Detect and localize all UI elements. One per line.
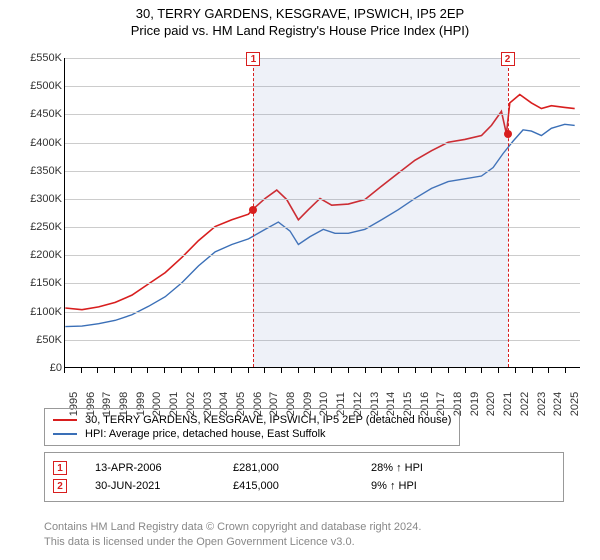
x-tick	[264, 368, 265, 373]
x-axis-label: 2020	[485, 392, 497, 416]
x-axis-label: 2023	[536, 392, 548, 416]
x-tick	[548, 368, 549, 373]
y-axis-label: £0	[12, 362, 62, 374]
x-tick	[64, 368, 65, 373]
x-tick	[532, 368, 533, 373]
x-tick	[431, 368, 432, 373]
x-axis-label: 2025	[569, 392, 581, 416]
legend-label: 30, TERRY GARDENS, KESGRAVE, IPSWICH, IP…	[85, 414, 451, 426]
event-delta: 28% ↑ HPI	[371, 462, 481, 474]
x-tick	[314, 368, 315, 373]
y-axis-label: £500K	[12, 80, 62, 92]
event-delta: 9% ↑ HPI	[371, 480, 481, 492]
x-tick	[248, 368, 249, 373]
x-tick	[147, 368, 148, 373]
x-tick	[381, 368, 382, 373]
legend-event-row: 1 13-APR-2006 £281,000 28% ↑ HPI	[53, 459, 555, 477]
event-date: 13-APR-2006	[95, 462, 205, 474]
x-tick	[498, 368, 499, 373]
x-axis-label: 2019	[469, 392, 481, 416]
x-tick	[415, 368, 416, 373]
legend-events: 1 13-APR-2006 £281,000 28% ↑ HPI 2 30-JU…	[44, 452, 564, 502]
event-marker-box: 1	[246, 52, 260, 66]
footer-text: Contains HM Land Registry data © Crown c…	[44, 520, 421, 550]
plot-area: 12	[64, 58, 580, 368]
legend-label: HPI: Average price, detached house, East…	[85, 428, 326, 440]
event-price: £281,000	[233, 462, 343, 474]
event-dot	[504, 130, 512, 138]
event-vline	[508, 58, 509, 367]
x-tick	[348, 368, 349, 373]
x-tick	[114, 368, 115, 373]
chart-container: 30, TERRY GARDENS, KESGRAVE, IPSWICH, IP…	[0, 0, 600, 560]
y-axis-label: £550K	[12, 52, 62, 64]
shaded-period	[253, 58, 507, 367]
chart-area: 12 £0£50K£100K£150K£200K£250K£300K£350K£…	[10, 50, 590, 400]
legend-series: 30, TERRY GARDENS, KESGRAVE, IPSWICH, IP…	[44, 408, 460, 446]
x-tick	[298, 368, 299, 373]
x-tick	[281, 368, 282, 373]
legend-row: 30, TERRY GARDENS, KESGRAVE, IPSWICH, IP…	[53, 413, 451, 427]
y-axis-label: £200K	[12, 249, 62, 261]
x-tick	[214, 368, 215, 373]
x-tick	[565, 368, 566, 373]
y-axis-label: £250K	[12, 221, 62, 233]
x-axis-label: 2021	[502, 392, 514, 416]
x-tick	[481, 368, 482, 373]
x-tick	[331, 368, 332, 373]
x-tick	[81, 368, 82, 373]
x-tick	[465, 368, 466, 373]
legend-swatch	[53, 419, 77, 421]
y-axis-label: £100K	[12, 306, 62, 318]
event-marker-icon: 1	[53, 461, 67, 475]
event-dot	[249, 206, 257, 214]
x-tick	[398, 368, 399, 373]
legend-row: HPI: Average price, detached house, East…	[53, 427, 451, 441]
y-axis-label: £150K	[12, 277, 62, 289]
x-axis-label: 2024	[552, 392, 564, 416]
event-marker-box: 2	[501, 52, 515, 66]
legend-swatch	[53, 433, 77, 435]
x-tick	[515, 368, 516, 373]
x-tick	[131, 368, 132, 373]
x-tick	[164, 368, 165, 373]
x-tick	[97, 368, 98, 373]
legend-event-row: 2 30-JUN-2021 £415,000 9% ↑ HPI	[53, 477, 555, 495]
footer-line: This data is licensed under the Open Gov…	[44, 535, 421, 550]
x-axis-label: 2022	[519, 392, 531, 416]
y-axis-label: £450K	[12, 108, 62, 120]
y-axis-label: £350K	[12, 165, 62, 177]
event-date: 30-JUN-2021	[95, 480, 205, 492]
x-tick	[181, 368, 182, 373]
x-tick	[448, 368, 449, 373]
title-sub: Price paid vs. HM Land Registry's House …	[0, 23, 600, 38]
x-tick	[365, 368, 366, 373]
title-main: 30, TERRY GARDENS, KESGRAVE, IPSWICH, IP…	[0, 6, 600, 21]
y-axis-label: £400K	[12, 137, 62, 149]
event-price: £415,000	[233, 480, 343, 492]
x-tick	[231, 368, 232, 373]
footer-line: Contains HM Land Registry data © Crown c…	[44, 520, 421, 535]
y-axis-label: £300K	[12, 193, 62, 205]
y-axis-label: £50K	[12, 334, 62, 346]
event-marker-icon: 2	[53, 479, 67, 493]
x-tick	[198, 368, 199, 373]
